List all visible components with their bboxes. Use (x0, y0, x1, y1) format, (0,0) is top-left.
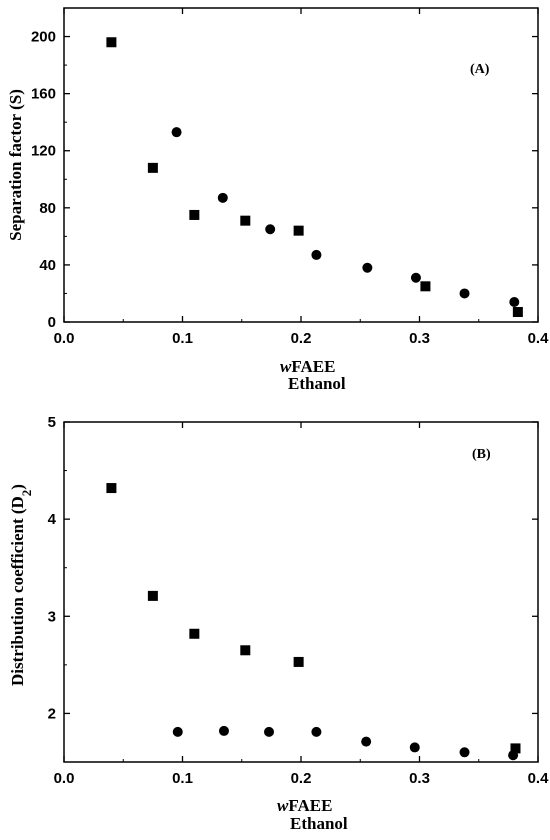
y-axis-label-b-sub: 2 (19, 490, 34, 497)
x-axis-label-a-main: FAEE (291, 357, 335, 376)
y-tick-label-b: 4 (48, 511, 57, 528)
data-point-circle-a (171, 127, 182, 138)
data-point-circle-a (459, 288, 470, 299)
x-tick-label-b: 0.0 (54, 770, 75, 787)
y-axis-label-b-main: Distribution coefficient (D (8, 496, 27, 686)
data-point-circle-a (509, 297, 520, 308)
x-axis-label-b: wFAEE (277, 796, 332, 815)
data-point-circle-b (218, 725, 229, 736)
data-point-square-b (106, 483, 117, 494)
x-axis-label-a-sub: Ethanol (288, 374, 346, 393)
data-point-square-a (189, 209, 200, 220)
data-point-circle-b (508, 750, 519, 761)
ticks-b: 0.0 0.1 0.2 0.3 0.4 2 3 4 5 (48, 414, 549, 787)
y-axis-label-b-close: ) (8, 484, 27, 490)
x-tick-label-b: 0.2 (291, 770, 312, 787)
data-point-square-b (240, 645, 251, 656)
x-axis-label-a-prefix: w (280, 357, 292, 376)
x-tick-label-b: 0.1 (172, 770, 193, 787)
y-tick-label-b: 2 (48, 705, 56, 722)
data-point-square-b (510, 743, 521, 754)
y-axis-label-b: Distribution coefficient (D2) (8, 484, 34, 686)
data-point-circle-b (409, 742, 420, 753)
data-point-square-b (293, 656, 304, 667)
y-tick-label-a: 80 (39, 200, 56, 217)
panel-label-b: (B) (472, 447, 491, 462)
x-axis-label-b-prefix: w (277, 796, 289, 815)
data-point-square-a (147, 162, 158, 173)
plot-frame-a (63, 7, 539, 323)
marks-a (106, 37, 523, 318)
data-point-circle-b (459, 747, 470, 758)
data-point-square-b (189, 628, 200, 639)
marks-b (106, 483, 521, 761)
y-tick-label-a: 40 (39, 257, 56, 274)
data-point-circle-a (217, 192, 228, 203)
x-tick-label-a: 0.4 (528, 330, 550, 347)
y-axis-label-a: Separation factor (S) (6, 89, 25, 241)
data-point-square-a (293, 225, 304, 236)
panel-b: 0.0 0.1 0.2 0.3 0.4 2 3 4 5 (B) Distribution coe… (8, 414, 549, 833)
data-point-circle-b (311, 726, 322, 737)
y-tick-label-a: 160 (31, 86, 56, 103)
data-point-circle-b (264, 726, 275, 737)
panel-a: 0.0 0.1 0.2 0.3 0.4 0 40 80 120 160 200 (A) Separa… (6, 7, 549, 393)
y-tick-label-a: 120 (31, 143, 56, 160)
data-point-circle-b (172, 726, 183, 737)
x-tick-label-a: 0.2 (291, 330, 312, 347)
x-tick-label-a: 0.1 (172, 330, 193, 347)
x-axis-label-b-main: FAEE (288, 796, 332, 815)
panel-label-a: (A) (470, 62, 490, 77)
data-point-circle-b (361, 736, 372, 747)
x-tick-label-a: 0.0 (54, 330, 75, 347)
plot-frame-b (63, 421, 539, 763)
data-point-square-b (147, 590, 158, 601)
x-tick-label-a: 0.3 (409, 330, 430, 347)
data-point-square-a (420, 281, 431, 292)
data-point-circle-a (265, 224, 276, 235)
ticks-a: 0.0 0.1 0.2 0.3 0.4 0 40 80 120 160 200 (31, 8, 549, 347)
y-tick-label-a: 0 (48, 314, 56, 331)
x-tick-label-b: 0.3 (409, 770, 430, 787)
y-tick-label-b: 3 (48, 608, 56, 625)
data-point-circle-a (410, 272, 421, 283)
x-axis-label-b-sub: Ethanol (290, 814, 348, 833)
data-point-square-a (240, 215, 251, 226)
data-point-square-a (106, 37, 117, 48)
x-axis-label-a: wFAEE (280, 357, 335, 376)
x-tick-label-b: 0.4 (528, 770, 550, 787)
y-tick-label-b: 5 (48, 414, 56, 431)
y-tick-label-a: 200 (31, 29, 56, 46)
data-point-square-a (512, 307, 523, 318)
data-point-circle-a (362, 262, 373, 273)
data-point-circle-a (311, 249, 322, 260)
